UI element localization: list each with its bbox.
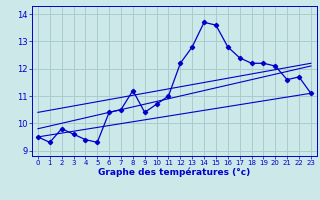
X-axis label: Graphe des températures (°c): Graphe des températures (°c)	[98, 168, 251, 177]
